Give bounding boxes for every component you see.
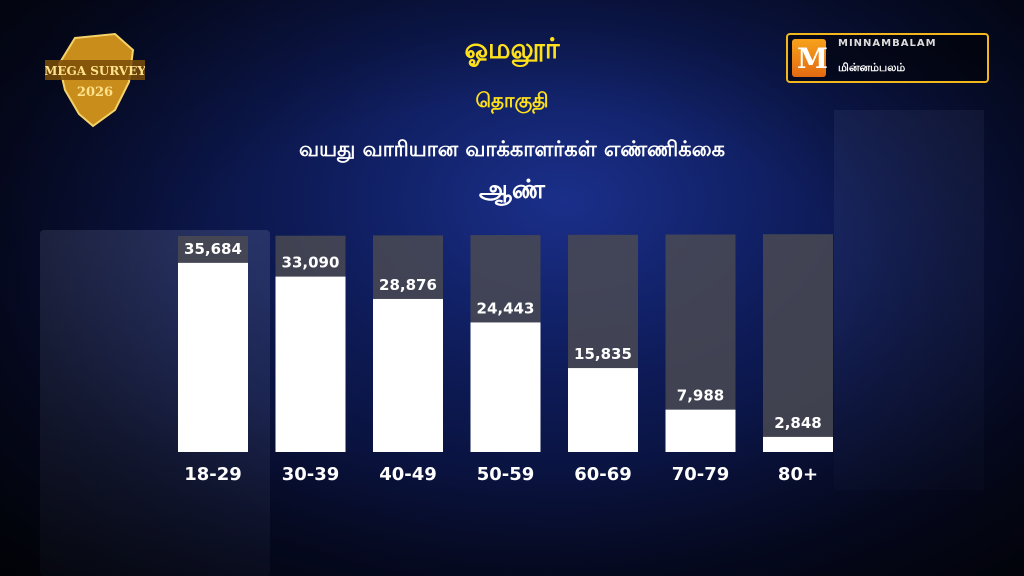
bar-18-29 (178, 262, 248, 452)
badge-year: 2026 (77, 85, 113, 100)
constituency-title: ஓமலூர் (464, 32, 560, 65)
category-label-40-49: 40-49 (379, 464, 437, 485)
chart-description: வயது வாரியான வாக்காளர்கள் எண்ணிக்கை (298, 137, 726, 161)
value-label-70-79: 7,988 (677, 387, 724, 405)
logo-mark-icon: M (792, 39, 828, 77)
bar-track-80+ (763, 234, 833, 452)
value-label-40-49: 28,876 (379, 276, 437, 294)
value-label-80+: 2,848 (774, 414, 821, 432)
bar-60-69 (568, 368, 638, 452)
value-label-18-29: 35,684 (184, 240, 242, 258)
logo-english-text: MINNAMBALAM (838, 38, 937, 49)
bar-80+ (763, 436, 833, 452)
logo-tamil-text: மின்னம்பலம் (838, 61, 906, 74)
bar-50-59 (470, 322, 541, 452)
category-label-18-29: 18-29 (184, 464, 242, 485)
gender-label: ஆண் (479, 175, 545, 205)
bar-70-79 (665, 409, 736, 452)
badge-title: MEGA SURVEY (45, 64, 145, 78)
bar-30-39 (275, 276, 346, 452)
category-label-60-69: 60-69 (574, 464, 632, 485)
value-label-30-39: 33,090 (282, 254, 340, 272)
minnambalam-logo: M MINNAMBALAM மின்னம்பலம் (786, 33, 989, 83)
bar-40-49 (373, 298, 443, 452)
category-label-30-39: 30-39 (282, 464, 340, 485)
category-label-50-59: 50-59 (477, 464, 535, 485)
mega-survey-badge: MEGA SURVEY 2026 (45, 32, 145, 128)
value-label-60-69: 15,835 (574, 345, 632, 363)
category-label-70-79: 70-79 (672, 464, 730, 485)
value-label-50-59: 24,443 (477, 299, 535, 317)
category-label-80+: 80+ (778, 464, 818, 485)
constituency-subtitle: தொகுதி (475, 88, 549, 112)
